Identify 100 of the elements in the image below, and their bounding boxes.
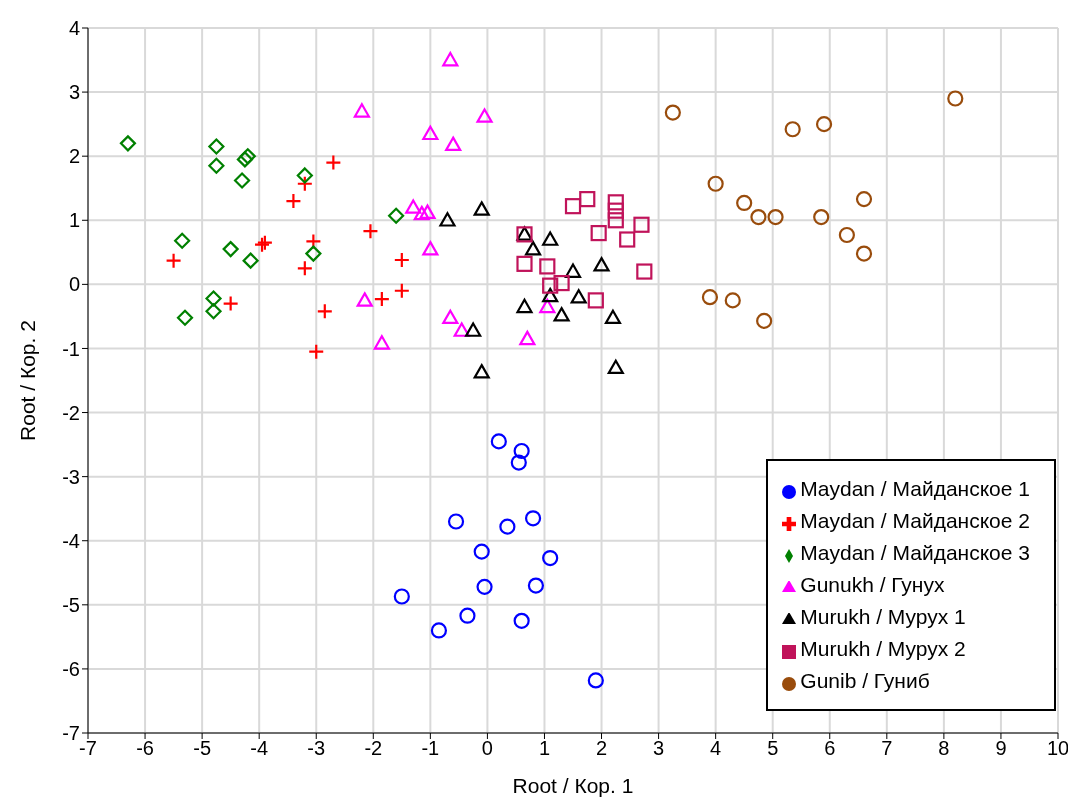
point — [393, 588, 410, 605]
x-tick-label: -4 — [250, 737, 269, 760]
point — [519, 330, 536, 346]
x-tick-label: -2 — [364, 737, 383, 760]
legend-label: Murukh / Мурух 1 — [800, 605, 966, 628]
point — [422, 241, 439, 256]
point — [542, 277, 559, 294]
point — [570, 289, 587, 304]
point — [316, 303, 333, 320]
point — [607, 202, 624, 219]
legend-label: Gunib / Гуниб — [800, 669, 930, 692]
y-tick-label: 3 — [68, 81, 80, 104]
y-tick-label: -7 — [62, 722, 80, 745]
point — [564, 198, 582, 215]
point — [664, 104, 681, 121]
point — [510, 454, 527, 471]
point — [405, 199, 422, 214]
x-tick-label: 8 — [938, 737, 950, 760]
point — [176, 309, 194, 326]
point — [499, 518, 516, 535]
point — [590, 224, 607, 242]
legend-label: Maydan / Майданское 3 — [800, 541, 1030, 564]
point — [750, 208, 767, 226]
point — [422, 125, 439, 141]
point — [419, 204, 436, 219]
point — [165, 252, 182, 269]
point — [430, 622, 448, 639]
point — [296, 167, 313, 184]
point — [476, 578, 493, 595]
legend-label: Maydan / Майданское 1 — [800, 477, 1030, 500]
point — [459, 607, 476, 624]
x-tick-label: 7 — [881, 737, 893, 760]
point — [539, 298, 556, 314]
x-tick-label: 6 — [824, 737, 836, 760]
point — [947, 90, 964, 107]
x-tick-label: -1 — [421, 737, 440, 760]
point — [373, 335, 390, 350]
point — [447, 513, 465, 530]
point — [413, 205, 430, 221]
x-tick-label: 3 — [653, 737, 665, 760]
point — [513, 442, 530, 460]
point — [208, 157, 225, 174]
y-tick-label: -2 — [62, 401, 80, 424]
point — [308, 343, 325, 360]
y-tick-label: -4 — [62, 529, 80, 552]
point — [587, 672, 604, 689]
point — [516, 298, 533, 314]
point — [767, 208, 784, 226]
point — [465, 322, 482, 337]
point — [855, 191, 873, 208]
y-tick-label: 2 — [68, 145, 80, 168]
y-tick-label: -3 — [62, 465, 80, 488]
point — [516, 255, 533, 272]
point — [473, 201, 490, 216]
point — [490, 433, 507, 450]
point — [325, 154, 342, 171]
x-tick-label: 10 — [1046, 737, 1070, 760]
point — [813, 208, 830, 226]
point — [285, 192, 302, 210]
point — [707, 175, 724, 192]
point — [542, 231, 559, 246]
x-tick-label: -3 — [307, 737, 326, 760]
point — [855, 245, 873, 262]
point — [362, 223, 379, 240]
point — [442, 309, 459, 325]
x-tick-label: 2 — [595, 737, 608, 760]
point — [442, 51, 459, 67]
y-axis-title: Root / Кор. 2 — [16, 320, 40, 441]
point — [579, 191, 596, 208]
point — [205, 303, 222, 320]
point — [242, 252, 259, 269]
x-tick-label: 1 — [538, 737, 551, 760]
point — [222, 295, 239, 312]
point — [524, 510, 542, 527]
point — [393, 282, 410, 299]
point — [208, 138, 225, 155]
x-tick-label: -6 — [136, 737, 154, 760]
point — [607, 212, 624, 229]
point — [373, 291, 390, 308]
legend-label: Murukh / Мурух 2 — [800, 637, 966, 660]
x-tick-label: -5 — [193, 737, 212, 760]
point — [439, 212, 456, 227]
point — [174, 232, 191, 249]
point — [524, 241, 542, 256]
point — [542, 287, 559, 303]
point — [353, 103, 370, 118]
point — [296, 260, 313, 277]
point — [305, 245, 322, 262]
point — [473, 543, 490, 560]
point — [815, 116, 833, 133]
point — [119, 135, 137, 152]
x-tick-label: 0 — [481, 737, 493, 760]
x-tick-label: 4 — [710, 737, 722, 760]
x-tick-label: 5 — [767, 737, 779, 760]
point — [527, 577, 545, 594]
point — [453, 322, 470, 337]
point — [701, 289, 719, 306]
point — [607, 194, 624, 211]
y-tick-label: 4 — [68, 17, 80, 40]
point — [607, 359, 624, 375]
